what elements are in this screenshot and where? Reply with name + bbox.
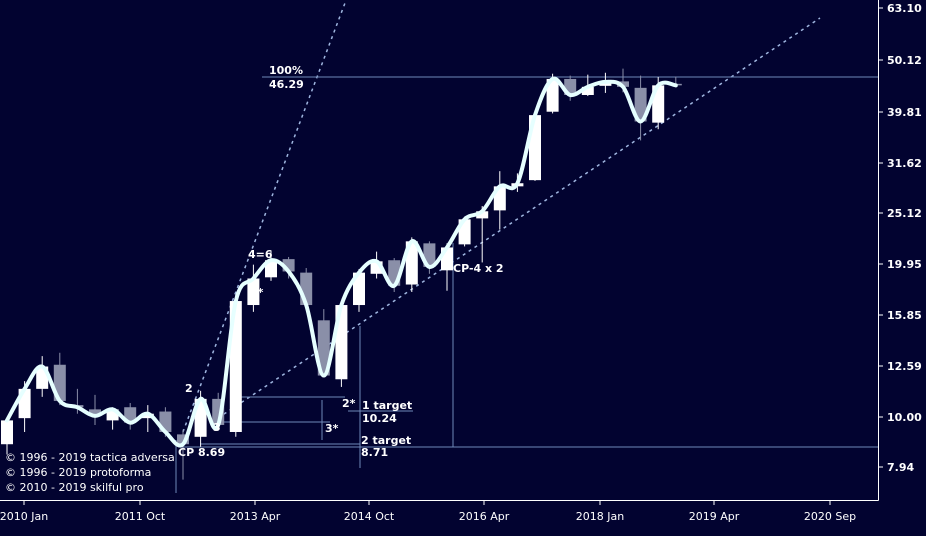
y-tick-label: 31.62: [887, 157, 922, 170]
annotation-label: 46.29: [269, 78, 304, 91]
annotation-label: 2: [185, 382, 193, 395]
x-tick-label: 2020 Sep: [804, 510, 856, 523]
annotation-label: CP-4 x 2: [453, 262, 504, 275]
x-tick-label: 2013 Apr: [230, 510, 281, 523]
y-tick-label: 19.95: [887, 258, 922, 271]
annotation-label: CP 8.69: [178, 446, 225, 459]
annotation-label: 1 target: [362, 399, 412, 412]
x-tick-label: 2018 Jan: [576, 510, 624, 523]
x-tick-label: 2016 Apr: [459, 510, 510, 523]
annotation-label: 3*: [325, 422, 339, 435]
x-tick-label: 2011 Oct: [115, 510, 166, 523]
annotation-label: 2*: [342, 397, 356, 410]
copyright-line-2: © 1996 - 2019 protoforma: [5, 466, 151, 479]
y-tick-label: 15.85: [887, 309, 922, 322]
y-tick-label: 12.59: [887, 360, 922, 373]
annotation-label: 100%: [269, 64, 303, 77]
y-tick-label: 63.10: [887, 2, 922, 15]
y-tick-label: 50.12: [887, 54, 922, 67]
copyright-line-3: © 2010 - 2019 skilful pro: [5, 481, 144, 494]
annotation-label: 4=6: [248, 248, 273, 261]
x-tick-label: 2014 Oct: [344, 510, 395, 523]
x-tick-label: 2010 Jan: [0, 510, 48, 523]
y-tick-label: 25.12: [887, 207, 922, 220]
candle-up: [1, 420, 13, 444]
annotation-label: 4*: [250, 286, 264, 299]
annotation-label: 10.24: [362, 412, 397, 425]
y-tick-label: 39.81: [887, 106, 922, 119]
copyright-line-1: © 1996 - 2019 tactica adversa: [5, 451, 175, 464]
annotation-label: 3: [213, 421, 221, 434]
y-tick-label: 7.94: [887, 461, 914, 474]
annotation-label: 8.71: [361, 446, 388, 459]
y-tick-label: 10.00: [887, 411, 922, 424]
x-tick-label: 2019 Apr: [689, 510, 740, 523]
